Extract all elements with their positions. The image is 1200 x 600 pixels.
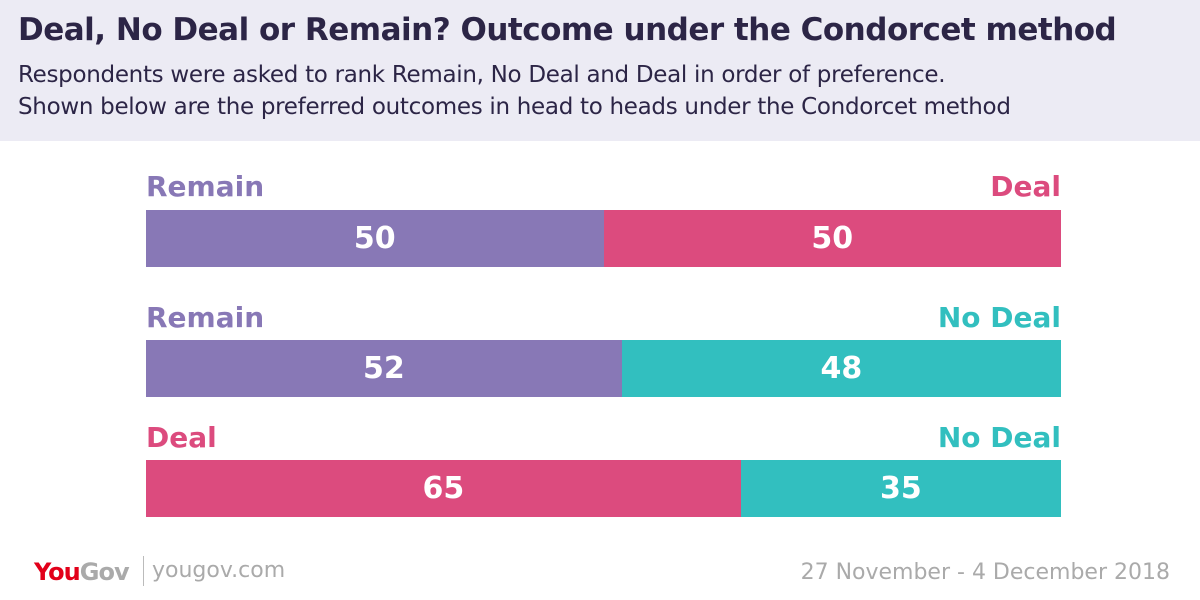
logo-you: You: [34, 558, 81, 586]
left-label: Remain: [146, 170, 265, 203]
right-label: Deal: [990, 170, 1061, 203]
right-label: No Deal: [937, 421, 1061, 454]
left-label: Remain: [146, 301, 265, 334]
right-bar-segment: 35: [740, 460, 1061, 517]
right-bar-segment: 48: [621, 340, 1061, 397]
footer-divider: [143, 556, 144, 586]
stacked-bar: 65 35: [146, 460, 1061, 517]
yougov-logo: YouGov: [34, 558, 130, 586]
left-bar-segment: 52: [146, 340, 622, 397]
stacked-bar: 50 50: [146, 210, 1061, 267]
footer-date: 27 November - 4 December 2018: [800, 560, 1170, 585]
right-label: No Deal: [937, 301, 1061, 334]
logo-gov: Gov: [79, 558, 130, 586]
chart-title: Deal, No Deal or Remain? Outcome under t…: [18, 12, 1117, 48]
header: Deal, No Deal or Remain? Outcome under t…: [0, 0, 1200, 141]
subtitle-line-2: Shown below are the preferred outcomes i…: [18, 94, 1011, 120]
left-bar-segment: 65: [146, 460, 741, 517]
footer-url: yougov.com: [152, 558, 286, 583]
subtitle-line-1: Respondents were asked to rank Remain, N…: [18, 62, 946, 88]
right-bar-segment: 50: [603, 210, 1061, 267]
left-bar-segment: 50: [146, 210, 604, 267]
stacked-bar: 52 48: [146, 340, 1061, 397]
left-label: Deal: [146, 421, 217, 454]
